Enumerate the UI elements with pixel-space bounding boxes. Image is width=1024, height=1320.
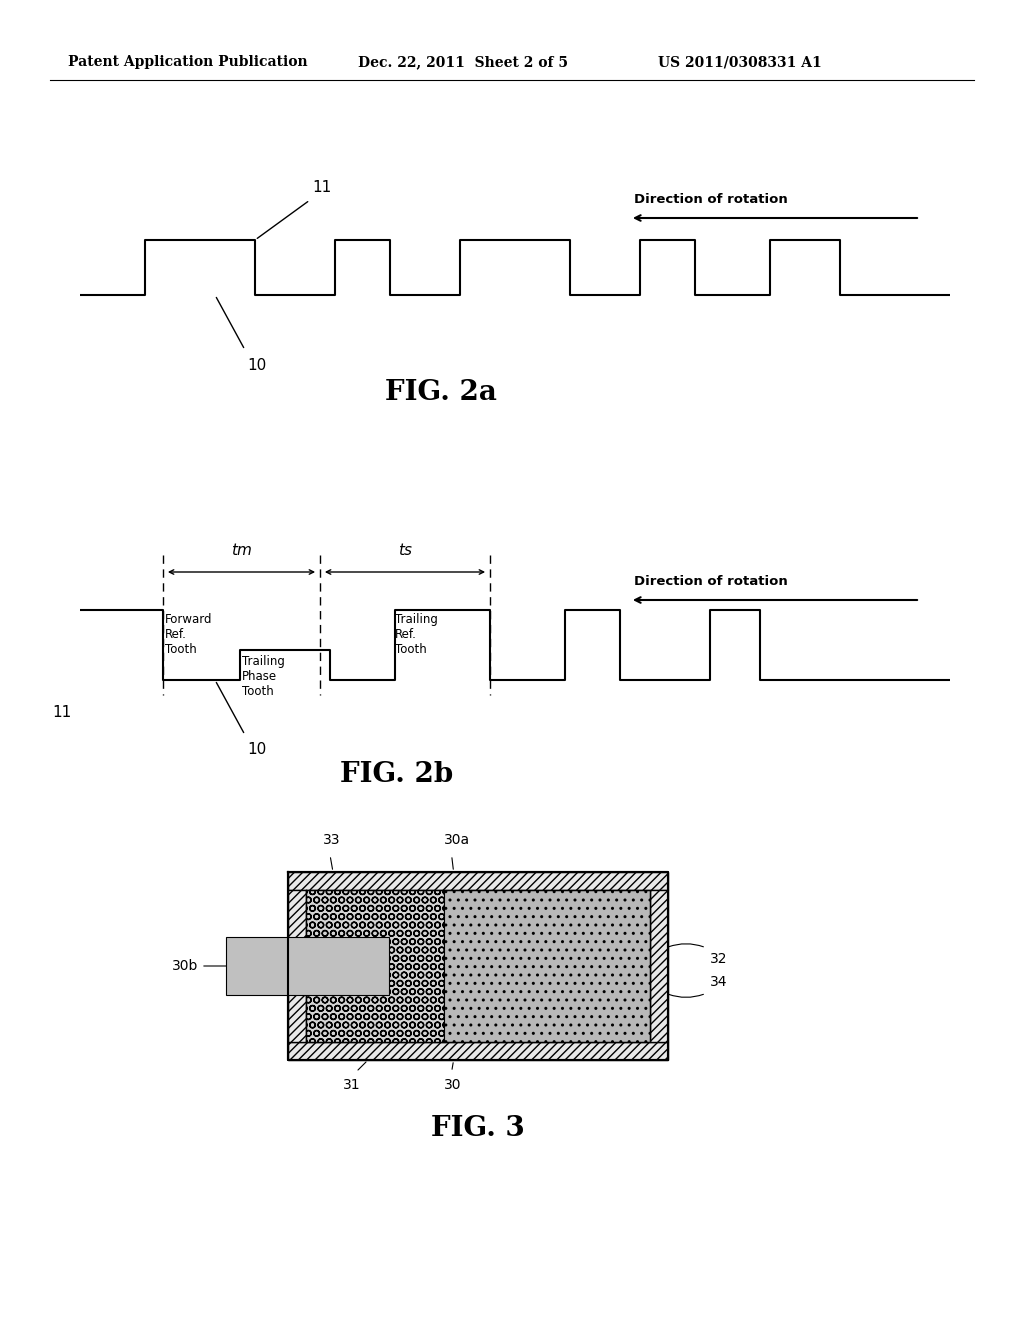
Text: Trailing
Phase
Tooth: Trailing Phase Tooth [242,655,285,698]
Text: Direction of rotation: Direction of rotation [634,193,787,206]
Bar [443,890,650,1041]
Text: Patent Application Publication: Patent Application Publication [68,55,307,69]
Text: ts: ts [398,543,412,558]
Text: 34: 34 [710,975,727,990]
Bar [226,937,388,995]
Bar [288,1041,668,1060]
Text: 11: 11 [312,180,331,195]
Text: Direction of rotation: Direction of rotation [634,576,787,587]
Text: tm: tm [231,543,252,558]
Text: Forward
Ref.
Tooth: Forward Ref. Tooth [165,612,213,656]
Text: FIG. 3: FIG. 3 [431,1115,525,1142]
Bar [306,890,443,1041]
Text: 32: 32 [710,952,727,966]
Text: 31: 31 [343,1078,360,1092]
Text: 10: 10 [247,358,266,374]
Text: FIG. 2b: FIG. 2b [340,762,454,788]
Text: 10: 10 [247,742,266,756]
Bar [650,890,668,1041]
Text: 30b: 30b [172,960,198,973]
Text: 30: 30 [443,1078,461,1092]
Text: 30a: 30a [443,833,470,847]
Bar [288,890,306,1041]
Text: US 2011/0308331 A1: US 2011/0308331 A1 [658,55,821,69]
Text: Dec. 22, 2011  Sheet 2 of 5: Dec. 22, 2011 Sheet 2 of 5 [358,55,568,69]
Bar [288,873,668,890]
Text: 11: 11 [53,705,72,719]
Text: 33: 33 [323,833,341,847]
Text: Trailing
Ref.
Tooth: Trailing Ref. Tooth [395,612,438,656]
Text: FIG. 2a: FIG. 2a [385,380,497,407]
